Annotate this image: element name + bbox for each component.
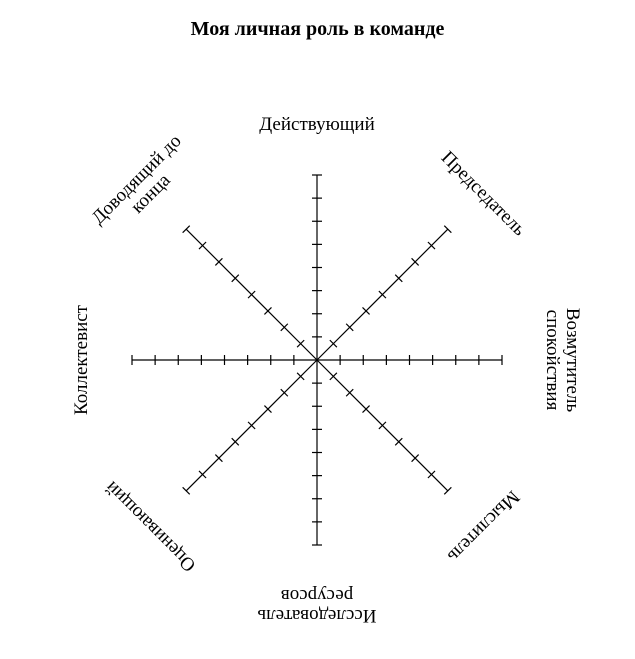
axis-label: Действующий: [259, 115, 375, 135]
radar-chart: ДействующийПредседательВозмутитель споко…: [0, 0, 635, 659]
axis-label: Возмутитель спокойствия: [542, 308, 582, 412]
axis-label: Коллектевист: [72, 305, 92, 415]
axis-label: Исследователь ресурсов: [258, 585, 377, 625]
radar-axes-svg: [0, 0, 635, 659]
